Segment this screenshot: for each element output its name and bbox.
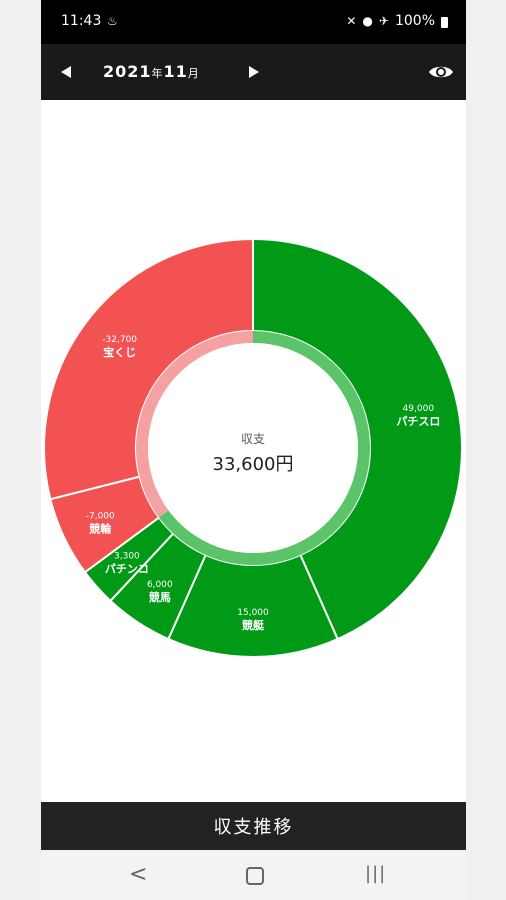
donut-inner-ring-0 xyxy=(253,331,371,555)
slice-value-label: 49,000 xyxy=(403,404,435,414)
year-value: 2021 xyxy=(103,62,152,81)
back-icon[interactable]: < xyxy=(129,862,148,887)
eye-icon[interactable] xyxy=(428,62,454,82)
status-icons: ✕ ● ✈ 100% xyxy=(346,13,448,29)
center-label: 収支 xyxy=(241,432,265,446)
balance-trend-label: 収支推移 xyxy=(213,817,294,838)
battery-icon xyxy=(441,16,448,28)
slice-name-label: 宝くじ xyxy=(103,345,136,359)
donut-inner-ring-1 xyxy=(205,544,301,565)
donut-inner-ring-4 xyxy=(139,473,169,518)
status-time: 11:43 xyxy=(61,13,102,29)
balance-trend-button[interactable]: 収支推移 xyxy=(41,802,466,850)
app-screen: 11:43 ♨ ✕ ● ✈ 100% 2021年11月 49,000 パチスロ 15… xyxy=(41,0,466,900)
system-nav-bar: < ||| xyxy=(41,850,466,900)
month-unit: 月 xyxy=(187,67,200,80)
center-value: 33,600円 xyxy=(213,454,294,475)
status-bar: 11:43 ♨ ✕ ● ✈ 100% xyxy=(41,0,466,44)
previous-month-button[interactable] xyxy=(61,66,71,78)
mute-icon: ✕ xyxy=(346,14,357,28)
chart-area: 49,000 パチスロ 15,000 競艇 6,000 競馬 3,300 パチンコ -7,000… xyxy=(41,100,466,800)
notification-icon: ♨ xyxy=(107,14,118,28)
slice-name-label: 競馬 xyxy=(149,590,171,604)
slice-value-label: -32,700 xyxy=(102,335,137,345)
battery-percent: 100% xyxy=(394,13,435,29)
donut-slice-0[interactable] xyxy=(252,237,463,641)
month-header: 2021年11月 xyxy=(41,44,466,100)
slice-name-label: 競艇 xyxy=(242,618,265,632)
slice-value-label: 15,000 xyxy=(237,608,269,618)
donut-inner-ring-2 xyxy=(173,524,211,555)
home-icon[interactable] xyxy=(246,867,264,885)
next-month-button[interactable] xyxy=(249,66,259,78)
donut-inner-ring-5 xyxy=(135,331,253,477)
slice-value-label: 3,300 xyxy=(114,551,140,561)
slice-name-label: パチスロ xyxy=(396,415,440,428)
donut-inner-ring-3 xyxy=(158,510,182,534)
recent-apps-icon[interactable]: ||| xyxy=(365,863,387,884)
slice-name-label: 競輪 xyxy=(89,521,112,535)
location-icon: ● xyxy=(362,14,373,28)
month-value: 11 xyxy=(163,62,188,81)
year-unit: 年 xyxy=(151,67,164,80)
slice-value-label: 6,000 xyxy=(147,580,173,590)
month-title: 2021年11月 xyxy=(103,62,200,81)
donut-center xyxy=(148,343,358,553)
airplane-icon: ✈ xyxy=(378,14,389,28)
slice-value-label: -7,000 xyxy=(86,511,115,521)
slice-name-label: パチンコ xyxy=(105,562,149,575)
